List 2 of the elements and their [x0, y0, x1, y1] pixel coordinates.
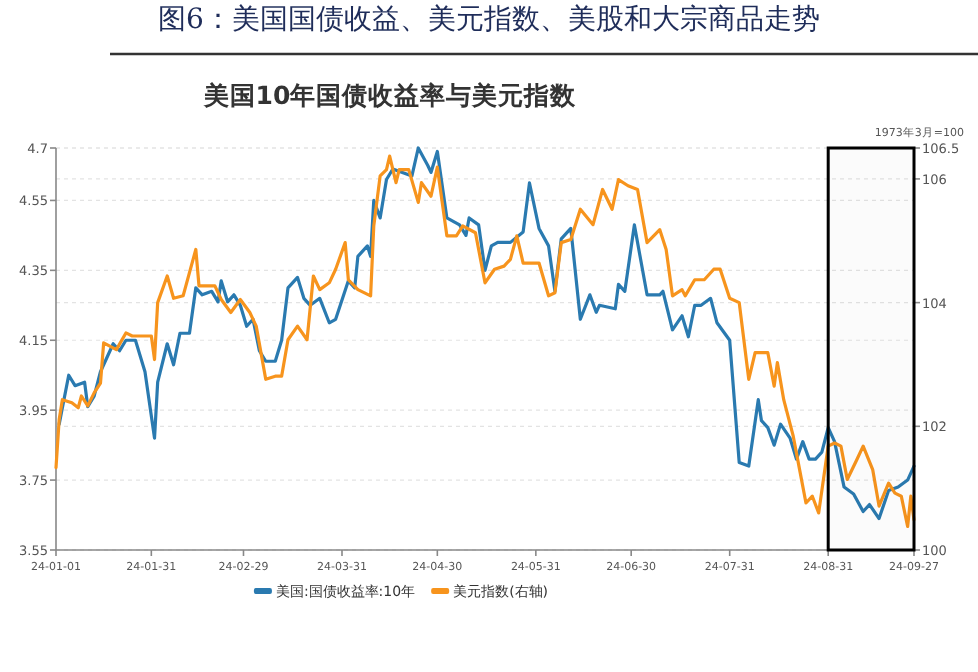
chart-title: 图6：美国国债收益、美元指数、美股和大宗商品走势	[158, 4, 820, 36]
chart-subtitle: 美国10年国债收益率与美元指数	[201, 80, 579, 110]
